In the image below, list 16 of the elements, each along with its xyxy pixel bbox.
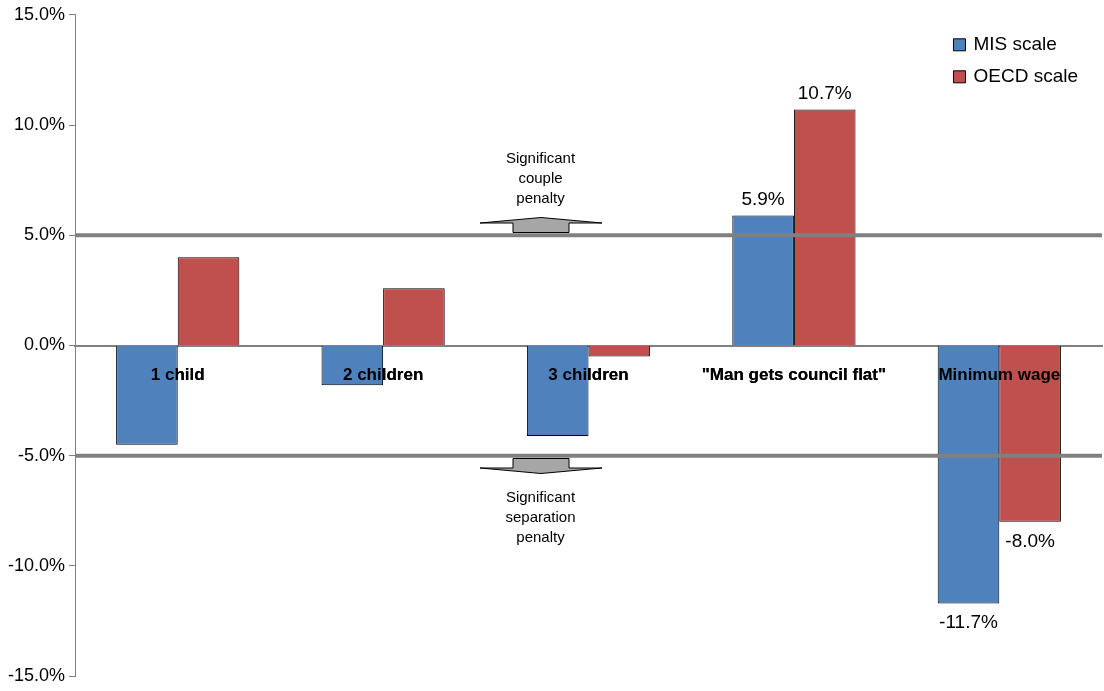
y-tick-label: -10.0% — [7, 554, 66, 575]
data-label: 10.7% — [797, 82, 852, 104]
y-tick-label: 0.0% — [24, 334, 66, 355]
y-tick-label: -15.0% — [7, 665, 66, 686]
x-tick-label: "Man gets council flat" — [701, 365, 887, 385]
annotation: Significant separation penalty — [505, 487, 576, 545]
legend-label: OECD scale — [973, 65, 1078, 87]
annotation: Significant couple penalty — [505, 149, 576, 207]
y-tick-label: -5.0% — [18, 444, 66, 465]
y-tick-label: 15.0% — [13, 3, 66, 24]
legend-label: MIS scale — [973, 33, 1057, 55]
data-label: -11.7% — [939, 611, 998, 633]
y-tick-label: 5.0% — [24, 224, 66, 245]
y-tick-label: 10.0% — [13, 114, 66, 134]
data-label: 5.9% — [741, 188, 785, 210]
data-label: -8.0% — [1005, 529, 1056, 551]
